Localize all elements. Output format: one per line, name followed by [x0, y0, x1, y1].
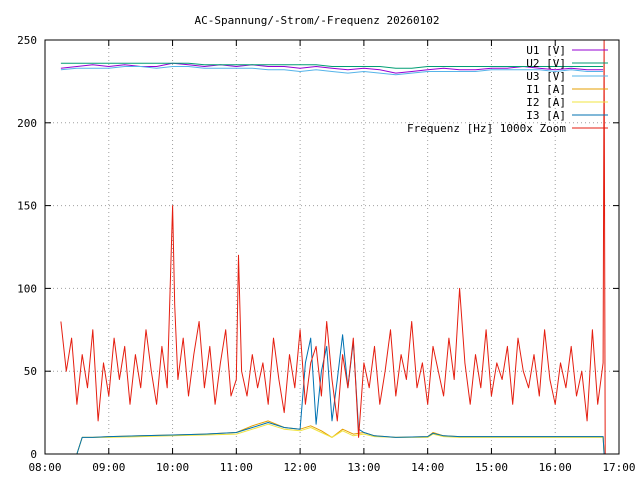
legend-label: I1 [A] — [526, 83, 566, 96]
legend-label: I2 [A] — [526, 96, 566, 109]
x-tick-label: 13:00 — [347, 461, 380, 474]
series-line — [60, 62, 604, 74]
y-tick-label: 50 — [24, 365, 37, 378]
x-tick-label: 10:00 — [156, 461, 189, 474]
grid — [45, 40, 619, 454]
axes: 0 50 100 150 200 250 08:00 09:00 10:00 11:00 12:00… — [17, 34, 635, 474]
legend-label: I3 [A] — [526, 109, 566, 122]
y-tick-label: 150 — [17, 200, 37, 213]
legend-label: U1 [V] — [526, 44, 566, 57]
x-tick-label: 17:00 — [602, 461, 635, 474]
y-tick-label: 200 — [17, 117, 37, 130]
x-tick-label: 12:00 — [284, 461, 317, 474]
legend: U1 [V]U2 [V]U3 [V]I1 [A]I2 [A]I3 [A]Freq… — [407, 44, 608, 135]
x-tick-label: 15:00 — [475, 461, 508, 474]
legend-label: U3 [V] — [526, 70, 566, 83]
x-tick-label: 11:00 — [220, 461, 253, 474]
x-tick-label: 14:00 — [411, 461, 444, 474]
chart-title: AC-Spannung/-Strom/-Frequenz 20260102 — [194, 14, 439, 27]
x-tick-label: 08:00 — [28, 461, 61, 474]
y-tick-label: 250 — [17, 34, 37, 47]
y-tick-label: 0 — [30, 448, 37, 461]
y-tick-label: 100 — [17, 282, 37, 295]
legend-label: U2 [V] — [526, 57, 566, 70]
x-tick-label: 16:00 — [539, 461, 572, 474]
series-layer — [60, 39, 606, 455]
x-tick-label: 09:00 — [92, 461, 125, 474]
series-line — [60, 66, 604, 76]
legend-label: Frequenz [Hz] 1000x Zoom — [407, 122, 566, 135]
series-line — [76, 423, 605, 455]
plot-frame — [44, 39, 620, 455]
series-line — [60, 39, 606, 455]
series-line — [60, 62, 604, 69]
